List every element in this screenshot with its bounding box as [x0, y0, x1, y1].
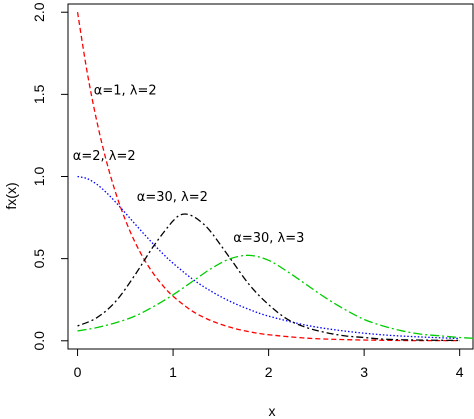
y-tick-label: 0.0 — [31, 331, 47, 351]
series-lines — [76, 12, 474, 342]
curve-annotation-2: α=2, λ=2 — [73, 149, 136, 164]
series-line-1 — [76, 12, 460, 342]
x-axis-title: x — [269, 403, 276, 419]
x-tick-label: 0 — [74, 364, 82, 380]
curve-annotation-3: α=30, λ=2 — [137, 190, 208, 205]
curve-annotation-1: α=1, λ=2 — [94, 83, 157, 98]
series-line-3 — [77, 213, 460, 342]
curve-annotation-4: α=30, λ=3 — [233, 231, 304, 246]
x-tick-label: 3 — [360, 364, 368, 380]
y-axis-title: fx(x) — [3, 182, 19, 209]
x-tick-label: 2 — [265, 364, 273, 380]
x-tick-label: 4 — [456, 364, 464, 380]
y-tick-label: 0.5 — [31, 249, 47, 269]
y-tick-label: 1.0 — [31, 167, 47, 187]
series-line-2 — [77, 175, 460, 340]
plot-frame — [67, 3, 474, 350]
y-tick-label: 2.0 — [31, 2, 47, 22]
x-tick-label: 1 — [169, 364, 177, 380]
y-tick-label: 1.5 — [31, 84, 47, 104]
annotations: α=1, λ=2 α=2, λ=2 α=30, λ=2 α=30, λ=3 — [73, 83, 305, 246]
series-line-4 — [77, 254, 474, 339]
axes: 0 1 2 3 4 0.0 0.5 1.0 1.5 2.0 — [31, 2, 474, 380]
